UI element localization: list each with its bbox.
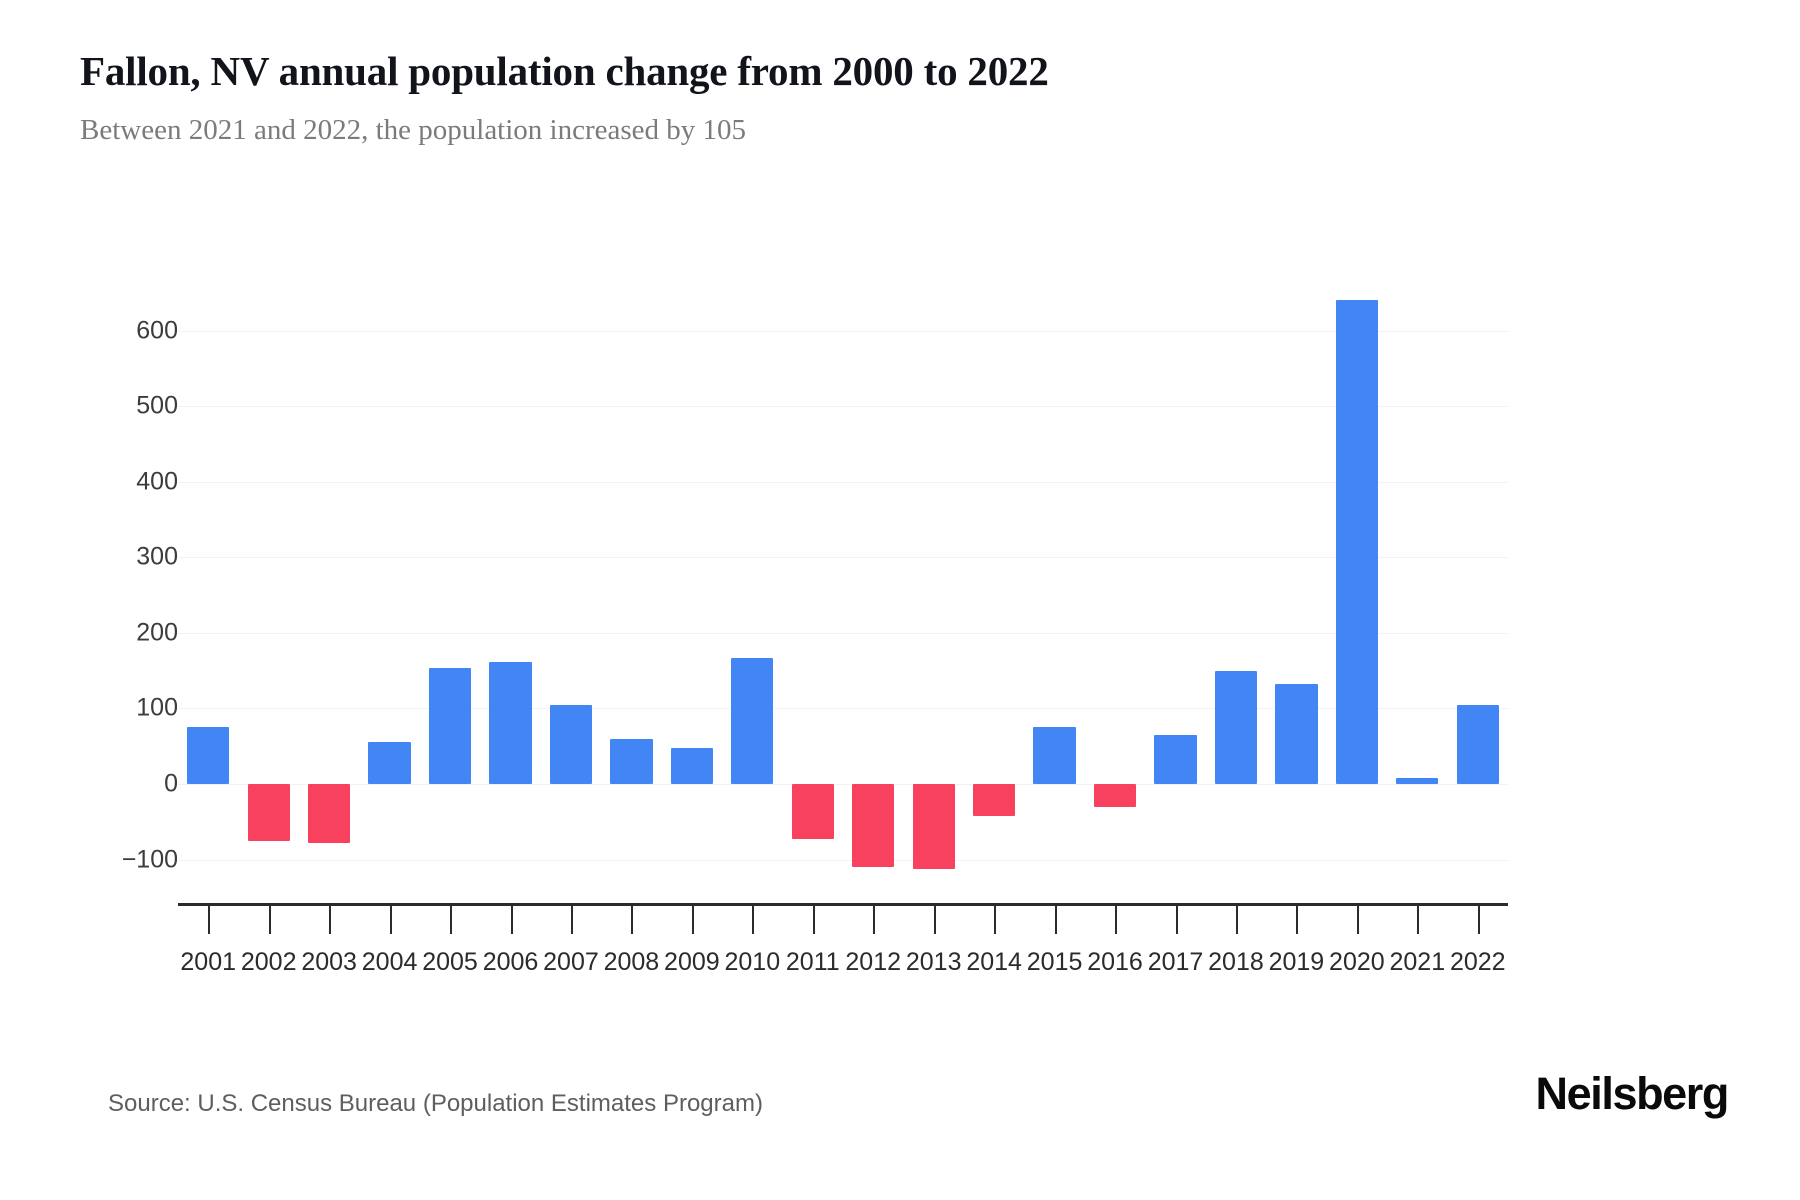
bar-2022[interactable] (1456, 704, 1499, 784)
x-axis-tick (933, 906, 936, 934)
x-axis-label-2018: 2018 (1208, 948, 1264, 976)
y-axis-tick-label: 100 (136, 693, 178, 722)
x-axis-tick (329, 906, 332, 934)
x-axis-label-2006: 2006 (482, 948, 539, 976)
bar-2010[interactable] (731, 657, 774, 784)
x-axis-tick (631, 906, 634, 934)
gridline (178, 708, 1508, 710)
x-axis-label-2007: 2007 (543, 948, 599, 976)
x-axis-tick (812, 906, 815, 934)
x-axis-tick (994, 906, 997, 934)
bar-2020[interactable] (1335, 299, 1379, 784)
bar-2006[interactable] (489, 661, 532, 784)
x-axis-label-2002: 2002 (240, 948, 297, 976)
x-axis-label-2021: 2021 (1389, 948, 1446, 976)
x-axis-ticks-and-labels: 2001 2002 2003 2004 2005 2006 2007 2008 2009 2010… (178, 0, 1508, 1200)
y-axis-tick-label: −100 (121, 845, 178, 874)
source-note: Source: U.S. Census Bureau (Population E… (108, 1090, 763, 1117)
x-axis-tick (873, 906, 876, 934)
x-axis-tick (1417, 906, 1420, 934)
bar-2001[interactable] (187, 727, 230, 784)
x-axis-tick (1054, 906, 1057, 934)
bar-2004[interactable] (368, 742, 411, 784)
bar-2019[interactable] (1275, 683, 1318, 784)
brand-logo: Neilsberg (1535, 1068, 1730, 1119)
x-axis-tick (570, 906, 573, 934)
bar-2017[interactable] (1154, 734, 1197, 784)
gridline (178, 784, 1508, 785)
gridline (178, 632, 1508, 634)
bar-2005[interactable] (428, 667, 472, 784)
x-axis-tick (1235, 906, 1238, 934)
x-axis-tick (208, 906, 211, 934)
bar-2007[interactable] (549, 705, 593, 784)
x-axis-tick (1115, 906, 1118, 934)
x-axis-label-2010: 2010 (724, 948, 781, 976)
x-axis-label-2022: 2022 (1449, 948, 1506, 976)
x-axis-tick (268, 906, 271, 934)
bar-2013[interactable] (912, 784, 955, 869)
x-axis-label-2019: 2019 (1268, 948, 1325, 976)
page-title: Fallon, NV annual population change from… (80, 48, 1049, 94)
x-axis-label-2015: 2015 (1026, 948, 1083, 976)
x-axis-label-2003: 2003 (301, 948, 357, 976)
chart-subtitle: Between 2021 and 2022, the population in… (80, 114, 747, 147)
x-axis-tick (1477, 906, 1480, 934)
y-axis-tick-label: 0 (164, 769, 178, 798)
x-axis-label-2012: 2012 (845, 948, 902, 976)
x-axis-tick (1175, 906, 1178, 934)
bar-2012[interactable] (852, 784, 895, 868)
y-axis-tick-label: 300 (136, 542, 178, 571)
x-axis-label-2008: 2008 (603, 948, 660, 976)
x-axis-label-2014: 2014 (966, 948, 1022, 976)
bar-2011[interactable] (791, 784, 834, 840)
x-axis-tick (450, 906, 453, 934)
gridlines-and-y-axis: 600 500 400 300 200 100 0 −100 (122, 0, 1508, 1200)
x-axis-line (178, 903, 1508, 906)
x-axis-tick (1296, 906, 1299, 934)
x-axis-label-2011: 2011 (785, 948, 840, 976)
chart-header: Fallon, NV annual population change from… (80, 48, 1720, 148)
gridline (178, 481, 1508, 483)
bar-2002[interactable] (247, 784, 290, 841)
x-axis-label-2001: 2001 (180, 948, 237, 976)
x-axis-label-2020: 2020 (1329, 948, 1385, 976)
y-axis-tick-label: 400 (136, 467, 178, 496)
bar-2021[interactable] (1396, 777, 1439, 784)
x-axis-tick (752, 906, 755, 934)
gridline (178, 557, 1508, 559)
x-axis-label-2004: 2004 (361, 948, 418, 976)
bar-2003[interactable] (307, 784, 351, 843)
y-axis-tick-label: 600 (136, 316, 178, 345)
x-axis-tick (691, 906, 694, 934)
bar-2015[interactable] (1033, 726, 1076, 784)
bars-layer (178, 0, 1508, 1200)
x-axis-label-2005: 2005 (422, 948, 478, 976)
bar-2016[interactable] (1093, 784, 1137, 807)
bar-2008[interactable] (610, 738, 653, 784)
x-axis-label-2013: 2013 (905, 948, 962, 976)
x-axis-label-2016: 2016 (1087, 948, 1143, 976)
y-axis-tick-label: 500 (136, 391, 178, 420)
bar-2018[interactable] (1214, 670, 1258, 784)
gridline (178, 330, 1508, 332)
x-axis-label-2009: 2009 (664, 948, 720, 976)
y-axis-tick-label: 200 (136, 618, 178, 647)
bar-2014[interactable] (972, 784, 1016, 816)
x-axis-tick (510, 906, 513, 934)
bar-2009[interactable] (670, 747, 714, 784)
x-axis-label-2017: 2017 (1147, 948, 1204, 976)
gridline (178, 406, 1508, 408)
x-axis-tick (389, 906, 392, 934)
gridline (178, 859, 1508, 861)
x-axis-tick (1356, 906, 1359, 934)
